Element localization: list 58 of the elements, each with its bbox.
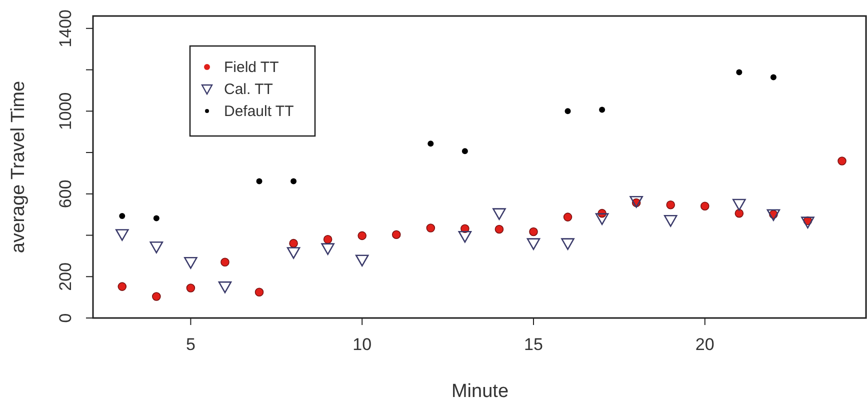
x-tick-label: 20 [695, 335, 714, 354]
point [700, 202, 710, 210]
point [323, 234, 332, 244]
point [254, 288, 264, 297]
point [595, 213, 609, 225]
point [564, 108, 571, 114]
point [736, 69, 742, 76]
y-tick-label: 0 [56, 313, 75, 323]
y-tick-label: 1000 [56, 92, 75, 130]
point [186, 284, 196, 292]
point [526, 238, 540, 250]
point [492, 208, 506, 220]
x-axis-title: Minute [451, 381, 509, 402]
legend-label: Cal. TT [224, 81, 273, 98]
point [462, 148, 468, 154]
legend-label: Field TT [224, 59, 279, 76]
point [529, 227, 538, 236]
point [838, 156, 846, 166]
point [770, 74, 776, 80]
x-tick-label: 10 [352, 335, 372, 354]
point [563, 212, 572, 222]
point [150, 241, 164, 254]
point [561, 238, 574, 250]
y-tick-label: 1400 [56, 9, 75, 48]
point [355, 254, 369, 267]
legend-label: Default TT [224, 103, 294, 120]
y-tick-label: 200 [56, 262, 75, 291]
point [426, 224, 436, 232]
point [734, 208, 744, 218]
point [152, 292, 161, 301]
point [289, 238, 298, 248]
point [115, 229, 129, 241]
point [458, 230, 472, 243]
point [256, 178, 262, 184]
x-tick-label: 5 [186, 335, 196, 354]
x-tick-label: 15 [524, 335, 543, 354]
point [494, 224, 504, 234]
point [599, 106, 606, 113]
y-tick-label: 600 [56, 180, 75, 208]
point [801, 216, 814, 228]
point [118, 282, 127, 291]
point [286, 247, 300, 259]
point [664, 215, 678, 227]
point [220, 258, 230, 267]
point [766, 209, 780, 222]
y-axis-title: average Travel Time [8, 80, 29, 254]
point [392, 230, 401, 240]
point [119, 213, 126, 220]
point [630, 196, 643, 208]
point [428, 140, 434, 147]
point [732, 198, 746, 211]
point [666, 200, 676, 210]
point [321, 243, 334, 255]
point [153, 215, 160, 222]
point [184, 257, 198, 269]
point [218, 281, 232, 294]
point [358, 231, 366, 240]
point [290, 178, 297, 184]
